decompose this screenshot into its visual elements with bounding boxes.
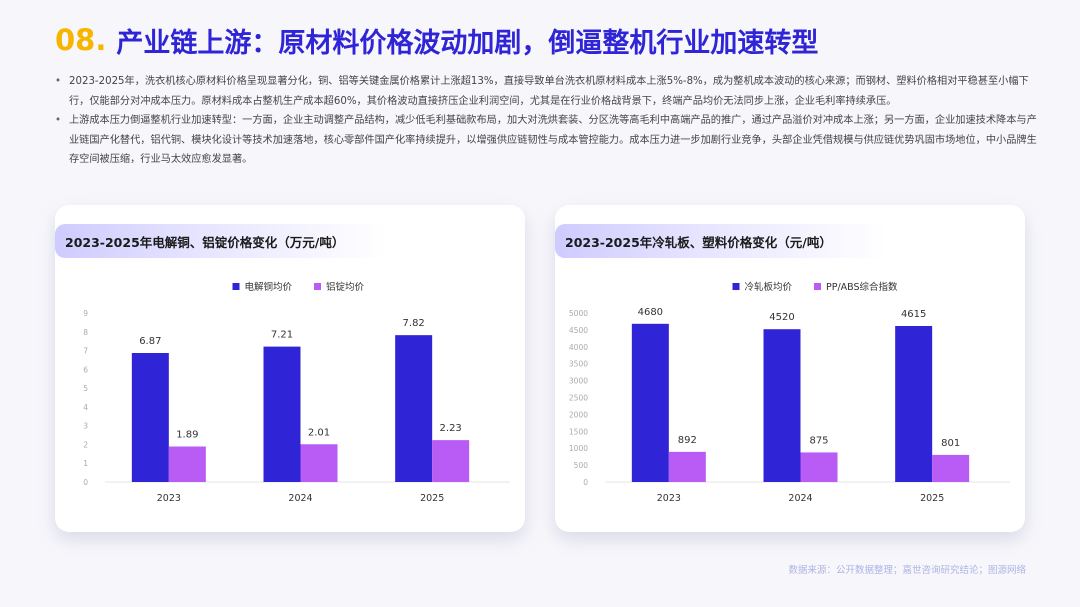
y-tick-label: 2 [83, 440, 88, 449]
data-label: 2.01 [308, 427, 330, 438]
y-tick-label: 3000 [569, 377, 588, 386]
bar-chart-copper-aluminum: 电解铜均价 铝锭均价 0 1 2 3 4 5 6 7 8 9 6.87 1.89 2023 7.21 2.01 2… [83, 281, 510, 504]
legend-swatch [232, 283, 240, 290]
x-tick-label: 2025 [920, 493, 944, 504]
legend-label: 电解铜均价 [245, 281, 293, 293]
y-tick-label: 2500 [569, 394, 588, 403]
x-tick-label: 2023 [657, 493, 681, 504]
y-tick-label: 4 [83, 403, 88, 412]
y-tick-label: 2000 [569, 410, 588, 419]
x-tick-label: 2024 [788, 493, 812, 504]
data-label: 801 [941, 438, 960, 449]
y-tick-label: 6 [83, 365, 88, 374]
page-title: 产业链上游：原材料价格波动加剧，倒逼整机行业加速转型 [116, 27, 819, 59]
bullet-item: 2023-2025年，洗衣机核心原材料价格呈现显著分化，铜、铝等关键金属价格累计… [55, 72, 1040, 111]
legend-label: 铝锭均价 [326, 281, 365, 293]
bullet-list: 2023-2025年，洗衣机核心原材料价格呈现显著分化，铜、铝等关键金属价格累计… [55, 72, 1040, 170]
data-label: 6.87 [139, 336, 161, 347]
bar [168, 446, 206, 482]
y-tick-label: 4500 [569, 326, 588, 335]
y-tick-label: 1000 [569, 444, 588, 453]
y-tick-label: 1 [83, 459, 88, 468]
y-tick-label: 5000 [569, 309, 588, 318]
bar [263, 346, 301, 482]
data-label: 7.82 [403, 318, 425, 329]
legend-label: 冷轧板均价 [745, 281, 793, 293]
bar [131, 352, 169, 482]
y-tick-label: 9 [83, 309, 88, 318]
x-tick-label: 2024 [288, 493, 312, 504]
y-tick-label: 3500 [569, 360, 588, 369]
y-tick-label: 0 [83, 478, 88, 487]
page-header: 08. 产业链上游：原材料价格波动加剧，倒逼整机行业加速转型 [55, 18, 818, 62]
data-label: 4680 [638, 307, 663, 318]
y-tick-label: 1500 [569, 427, 588, 436]
bar [932, 454, 970, 482]
section-number: 08. [55, 23, 107, 57]
y-tick-label: 3 [83, 422, 88, 431]
legend-swatch [314, 283, 321, 290]
data-label: 875 [809, 435, 828, 446]
legend-item: 铝锭均价 [314, 281, 365, 293]
data-label: 4615 [901, 309, 926, 320]
bullet-item: 上游成本压力倒逼整机行业加速转型：一方面，企业主动调整产品结构，减少低毛利基础款… [55, 111, 1040, 170]
x-tick-label: 2023 [157, 493, 181, 504]
x-tick-label: 2025 [420, 493, 444, 504]
chart-title: 2023-2025年冷轧板、塑料价格变化（元/吨） [565, 234, 832, 250]
legend-label: PP/ABS综合指数 [826, 281, 898, 293]
y-tick-label: 500 [574, 461, 589, 470]
chart-card-copper-aluminum: 2023-2025年电解铜、铝锭价格变化（万元/吨） 电解铜均价 铝锭均价 0 1 2 3… [55, 205, 525, 532]
legend-item: 冷轧板均价 [732, 281, 793, 293]
bar [631, 323, 669, 482]
data-label: 1.89 [176, 430, 198, 441]
bar-chart-steel-plastic: 冷轧板均价 PP/ABS综合指数 0 500 1000 1500 2000 2500 3000 3… [569, 281, 1010, 504]
chart-title: 2023-2025年电解铜、铝锭价格变化（万元/吨） [65, 234, 345, 250]
legend-item: PP/ABS综合指数 [814, 281, 898, 293]
bar [668, 451, 706, 482]
data-label: 4520 [769, 312, 794, 323]
y-tick-label: 0 [583, 478, 588, 487]
legend-swatch [732, 283, 740, 290]
bar [800, 452, 838, 482]
bar [395, 335, 433, 482]
y-tick-label: 5 [83, 384, 88, 393]
y-tick-label: 4000 [569, 343, 588, 352]
legend-item: 电解铜均价 [232, 281, 293, 293]
legend-swatch [814, 283, 821, 290]
y-tick-label: 7 [83, 347, 88, 356]
data-label: 2.23 [440, 423, 462, 434]
bar [432, 440, 470, 482]
chart-card-steel-plastic: 2023-2025年冷轧板、塑料价格变化（元/吨） 冷轧板均价 PP/ABS综合指… [555, 205, 1025, 532]
bar [895, 326, 933, 482]
data-source: 数据来源：公开数据整理；嘉世咨询研究结论；图源网络 [788, 565, 1026, 576]
chart-header: 2023-2025年电解铜、铝锭价格变化（万元/吨） [55, 224, 385, 258]
chart-header: 2023-2025年冷轧板、塑料价格变化（元/吨） [555, 224, 885, 258]
bar [300, 444, 338, 482]
data-label: 892 [678, 435, 697, 446]
y-tick-label: 8 [83, 328, 88, 337]
bar [763, 329, 801, 482]
data-label: 7.21 [271, 330, 293, 341]
